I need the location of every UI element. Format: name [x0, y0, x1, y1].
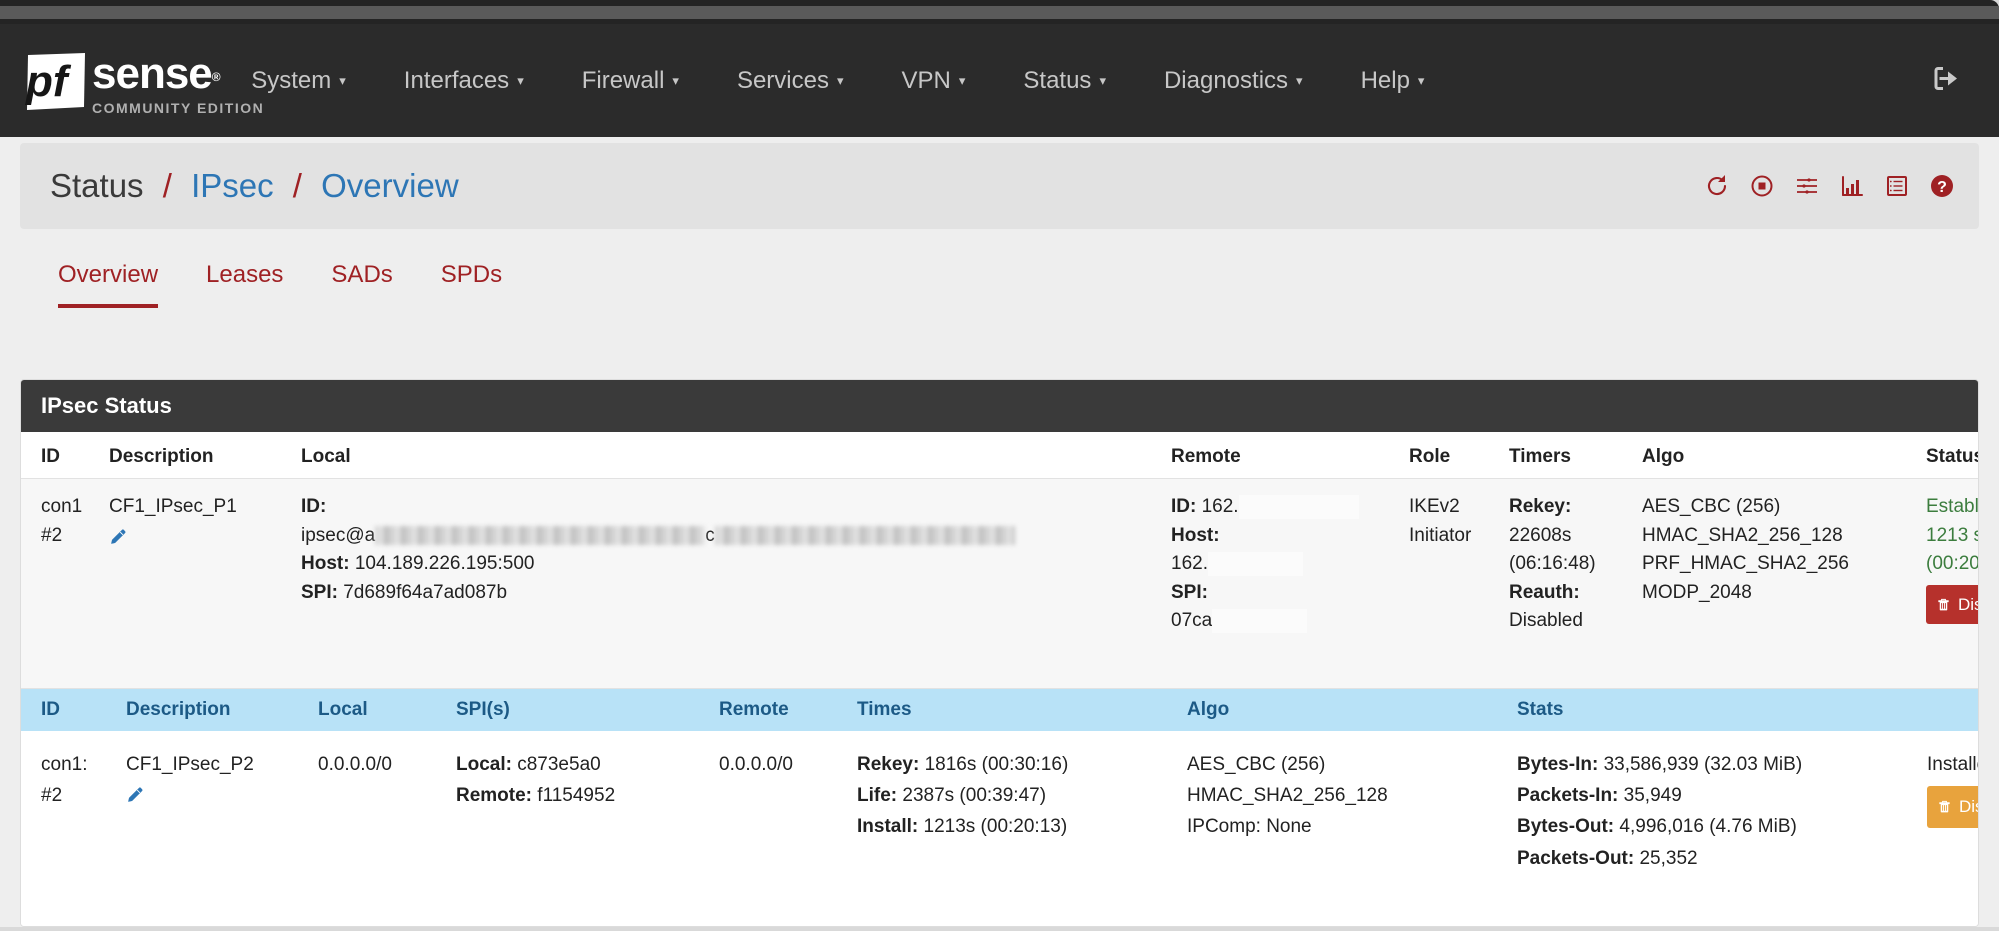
svg-text:pf: pf: [25, 57, 72, 106]
svg-text:?: ?: [1937, 179, 1947, 196]
